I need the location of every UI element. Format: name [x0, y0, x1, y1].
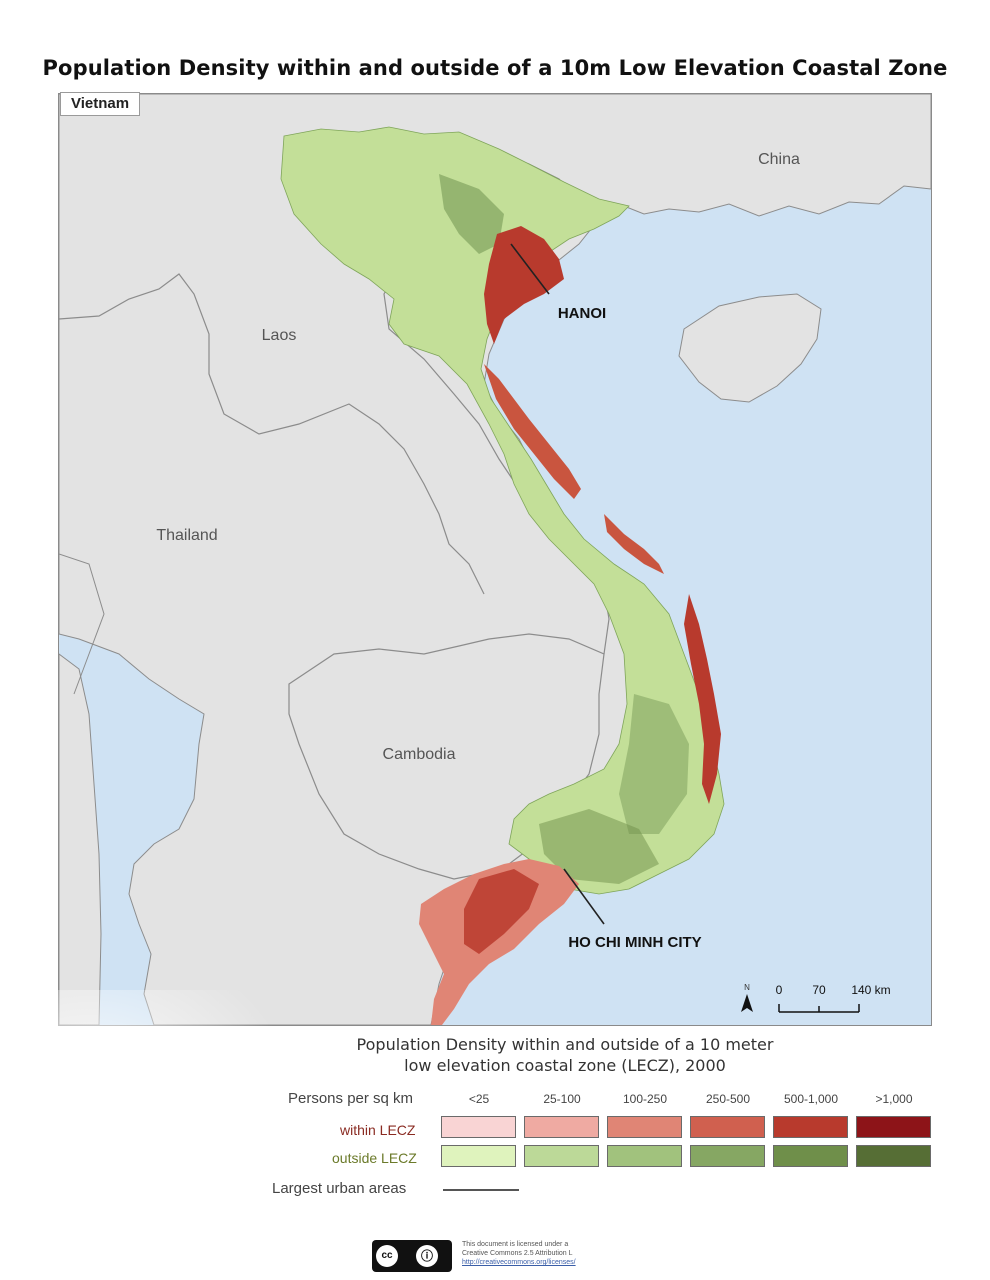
scale-label-140: 140 km: [851, 983, 890, 997]
swatch-outside-3: [607, 1145, 682, 1167]
legend-title: Population Density within and outside of…: [300, 1034, 830, 1076]
label-cambodia: Cambodia: [383, 746, 456, 763]
legend-class-4: 250-500: [705, 1092, 751, 1106]
label-laos: Laos: [262, 327, 297, 344]
swatch-within-3: [607, 1116, 682, 1138]
hainan-island: [678, 293, 822, 403]
label-ho-chi-minh-city: HO CHI MINH CITY: [568, 934, 701, 951]
south-central-coast-lecz: [684, 594, 721, 804]
attribution-icon: ⓘ: [416, 1245, 438, 1267]
hcmc-leader-line: [563, 868, 605, 925]
map-canvas: China Laos Thailand Cambodia HANOI HO CH…: [59, 94, 931, 1025]
fade-overlay-right: [600, 1170, 990, 1280]
peninsula: [59, 653, 102, 1025]
fade-overlay-left: [0, 990, 300, 1280]
border-laos-thailand: [59, 273, 485, 595]
mekong-delta-dense: [464, 869, 539, 954]
legend-outside-label: outside LECZ: [332, 1150, 417, 1166]
southeast-dense-green: [539, 809, 659, 884]
swatch-outside-5: [773, 1145, 848, 1167]
label-thailand: Thailand: [156, 527, 217, 544]
border-thailand-west: [59, 553, 105, 695]
swatch-within-2: [524, 1116, 599, 1138]
mekong-delta: [419, 859, 579, 1025]
legend-title-line2: low elevation coastal zone (LECZ), 2000: [404, 1056, 726, 1075]
swatch-within-4: [690, 1116, 765, 1138]
swatch-within-5: [773, 1116, 848, 1138]
swatch-within-1: [441, 1116, 516, 1138]
north-coast-lecz: [484, 364, 581, 499]
label-china: China: [758, 151, 800, 168]
legend-class-5: 500-1,000: [783, 1092, 839, 1106]
legend-title-line1: Population Density within and outside of…: [356, 1035, 774, 1054]
vietnam-outside-lecz: [280, 126, 725, 895]
cc-icon: cc: [376, 1245, 398, 1267]
legend-urban-label: Largest urban areas: [272, 1180, 407, 1197]
central-coast-lecz: [604, 514, 664, 574]
swatch-outside-1: [441, 1145, 516, 1167]
creative-commons-badge[interactable]: cc ⓘ: [372, 1240, 452, 1272]
swatch-outside-6: [856, 1145, 931, 1167]
legend-class-2: 25-100: [543, 1092, 581, 1106]
map-tag: Vietnam: [60, 92, 141, 116]
legend-class-6: >1,000: [875, 1092, 913, 1106]
license-line2: Creative Commons 2.5 Attribution L: [462, 1250, 573, 1257]
scale-label-70: 70: [812, 983, 826, 997]
central-dense-green: [619, 694, 689, 834]
label-hanoi: HANOI: [558, 305, 606, 322]
legend-header: Persons per sq km: [288, 1090, 414, 1107]
swatch-outside-4: [690, 1145, 765, 1167]
map-frame[interactable]: China Laos Thailand Cambodia HANOI HO CH…: [58, 93, 932, 1026]
map-title: Population Density within and outside of…: [42, 56, 948, 80]
highland-dense-green: [439, 174, 504, 254]
legend-class-1: <25: [468, 1092, 490, 1106]
north-arrow-icon: [741, 994, 753, 1012]
hanoi-leader-line: [510, 243, 550, 295]
license-line1: This document is licensed under a: [462, 1241, 569, 1248]
swatch-outside-2: [524, 1145, 599, 1167]
red-river-delta: [484, 226, 564, 344]
license-text: This document is licensed under a Creati…: [462, 1240, 576, 1267]
scale-bar: [778, 1004, 860, 1013]
swatch-within-6: [856, 1116, 931, 1138]
scale-label-0: 0: [776, 983, 783, 997]
license-link[interactable]: http://creativecommons.org/licenses/: [462, 1259, 576, 1266]
north-label: N: [744, 983, 750, 992]
legend-urban-line: [443, 1189, 519, 1191]
legend-class-3: 100-250: [622, 1092, 668, 1106]
legend-within-label: within LECZ: [340, 1122, 416, 1138]
